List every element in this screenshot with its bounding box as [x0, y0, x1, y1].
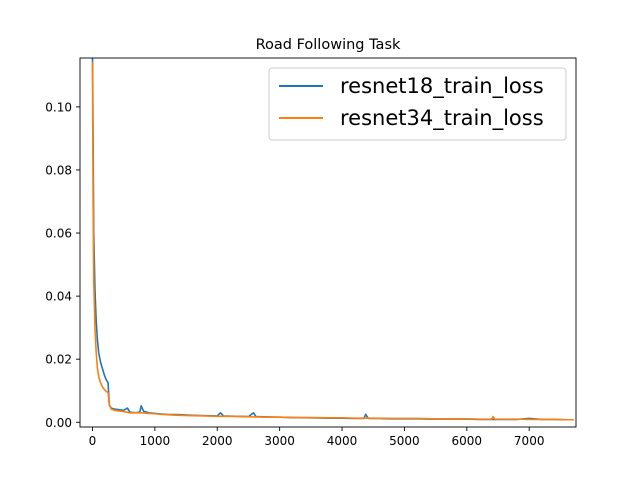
- x-tick-label: 3000: [264, 434, 295, 448]
- y-tick-label: 0.06: [45, 227, 72, 241]
- x-tick-label: 5000: [389, 434, 420, 448]
- y-tick-label: 0.10: [45, 100, 72, 114]
- y-tick-label: 0.00: [45, 416, 72, 430]
- legend: resnet18_train_loss resnet34_train_loss: [268, 67, 567, 141]
- series-lines: [91, 58, 574, 421]
- y-axis: 0.00 0.02 0.04 0.06 0.08 0.10: [45, 100, 80, 430]
- y-tick-label: 0.08: [45, 163, 72, 177]
- x-tick-label: 7000: [514, 434, 545, 448]
- y-tick-label: 0.04: [45, 290, 72, 304]
- y-tick-label: 0.02: [45, 353, 72, 367]
- legend-box: [268, 67, 567, 141]
- plot-frame: [79, 57, 577, 428]
- x-tick-label: 0: [89, 434, 97, 448]
- x-tick-label: 1000: [140, 434, 171, 448]
- legend-label: resnet18_train_loss: [340, 74, 544, 99]
- x-tick-label: 2000: [202, 434, 233, 448]
- legend-label: resnet34_train_loss: [340, 106, 544, 131]
- chart-title: Road Following Task: [256, 37, 401, 53]
- series-line-resnet34_train_loss: [91, 61, 574, 421]
- plot-area: [79, 57, 577, 428]
- x-tick-label: 6000: [452, 434, 483, 448]
- x-tick-label: 4000: [327, 434, 358, 448]
- x-axis: 0 1000 2000 3000 4000 5000 6000 7000: [89, 427, 545, 448]
